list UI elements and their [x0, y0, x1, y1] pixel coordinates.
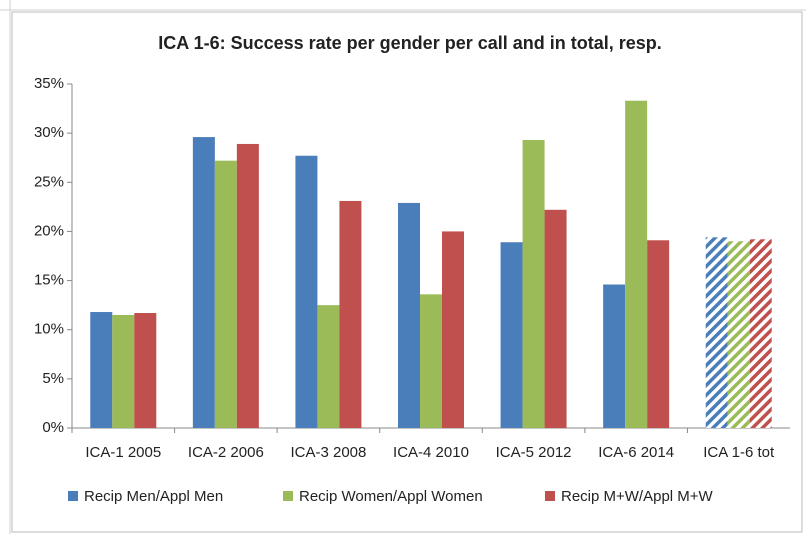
y-tick-label: 20% [34, 222, 64, 239]
bar [134, 313, 157, 428]
x-tick-label: ICA-4 2010 [393, 444, 469, 461]
bar [236, 143, 259, 428]
bar [603, 284, 626, 428]
y-tick-label: 35% [34, 75, 64, 92]
y-tick-label: 0% [42, 419, 64, 436]
bar [647, 240, 670, 428]
bar [522, 140, 545, 428]
bar [442, 231, 464, 428]
y-tick-label: 10% [34, 321, 64, 338]
bar [317, 305, 340, 428]
bar [544, 209, 567, 428]
bar [625, 100, 648, 429]
bar [192, 137, 215, 428]
bar [214, 160, 237, 429]
bar [398, 202, 420, 428]
x-tick-label: ICA 1-6 tot [703, 444, 775, 461]
legend-swatch [68, 491, 78, 501]
legend-label: Recip Men/Appl Men [84, 488, 223, 505]
bar [295, 155, 318, 428]
y-tick-label: 15% [34, 272, 64, 289]
bar [112, 314, 135, 428]
legend-label: Recip M+W/Appl M+W [561, 488, 714, 505]
x-tick-label: ICA-5 2012 [496, 444, 572, 461]
y-tick-label: 25% [34, 173, 64, 190]
x-tick-label: ICA-1 2005 [85, 444, 161, 461]
x-tick-label: ICA-3 2008 [290, 444, 366, 461]
chart-title: ICA 1-6: Success rate per gender per cal… [158, 33, 662, 53]
y-tick-label: 30% [34, 124, 64, 141]
bar [500, 242, 523, 428]
legend-label: Recip Women/Appl Women [299, 488, 483, 505]
bar [749, 239, 772, 428]
legend-swatch [283, 491, 293, 501]
bar [420, 294, 442, 428]
bar [90, 312, 113, 428]
legend-swatch [545, 491, 555, 501]
y-tick-label: 5% [42, 370, 64, 387]
bar [727, 241, 750, 428]
bar [339, 200, 362, 428]
x-tick-label: ICA-6 2014 [598, 444, 674, 461]
bar [705, 237, 728, 428]
x-tick-label: ICA-2 2006 [188, 444, 264, 461]
